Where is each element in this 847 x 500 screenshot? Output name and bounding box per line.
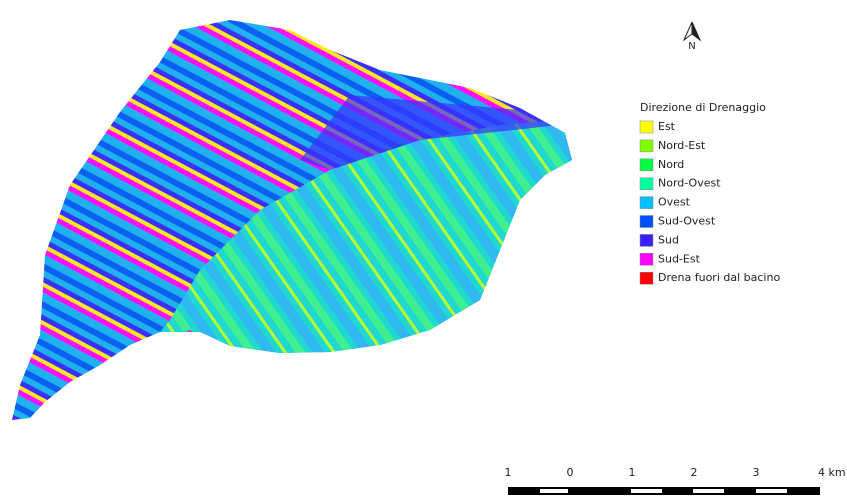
legend-title: Direzione di Drenaggio [640,101,766,114]
legend-swatch [640,253,653,265]
scale-label: 1 [629,466,636,479]
legend-label: Sud [658,233,679,246]
legend-label: Sud-Est [658,252,701,265]
scale-bar: 1 0 1 2 3 4 km [505,466,846,495]
legend-swatch [640,197,653,209]
map: N Direzione di Drenaggio Est Nord-Est Nord… [0,0,847,500]
north-arrow: N [684,22,700,52]
scale-label: 4 km [818,466,846,479]
scale-label: 2 [691,466,698,479]
legend-label: Sud-Ovest [658,215,716,228]
scale-bar-segment [540,489,568,493]
scale-label: 1 [505,466,512,479]
legend-swatch [640,178,653,190]
legend-swatch [640,121,653,133]
scale-bar-segment [693,489,724,493]
scale-label: 0 [567,466,574,479]
north-label: N [688,41,695,52]
drainage-raster [0,0,600,440]
legend-label: Nord-Est [658,139,706,152]
scale-bar-segment [756,489,787,493]
legend-swatch [640,234,653,246]
legend-swatch [640,159,653,171]
legend: Direzione di Drenaggio Est Nord-Est Nord No… [640,101,780,284]
legend-label: Nord-Ovest [658,177,721,190]
legend-label: Ovest [658,196,691,209]
scale-bar-segment [631,489,662,493]
legend-swatch [640,216,653,228]
legend-swatch [640,272,653,284]
legend-label: Drena fuori dal bacino [658,271,780,284]
legend-label: Nord [658,158,684,171]
legend-swatch [640,140,653,152]
legend-label: Est [658,120,676,133]
scale-label: 3 [753,466,760,479]
